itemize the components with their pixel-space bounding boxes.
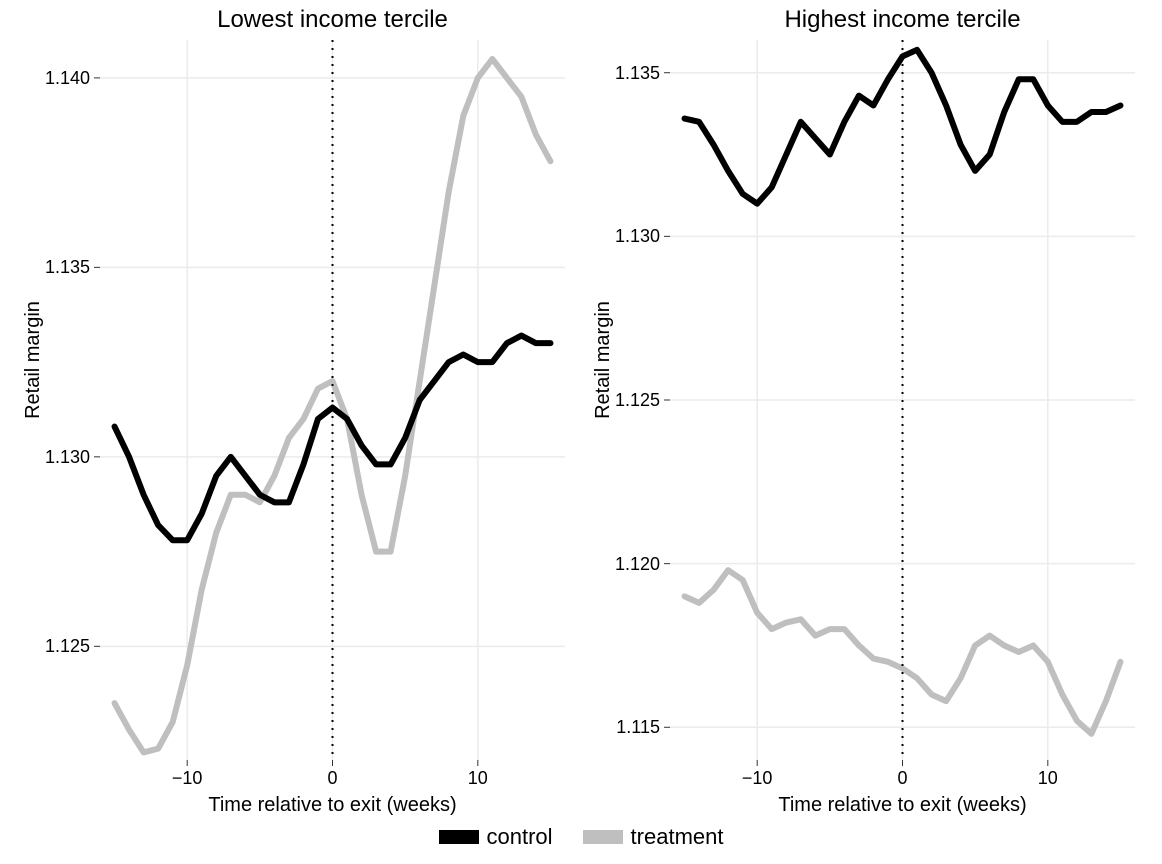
legend-label: treatment xyxy=(631,824,724,850)
x-tick-label: 0 xyxy=(303,768,363,789)
series-line-treatment xyxy=(115,59,551,752)
legend: control treatment xyxy=(0,824,1162,850)
y-tick-label: 1.125 xyxy=(30,636,90,657)
panel-background xyxy=(100,40,565,760)
y-tick-label: 1.135 xyxy=(30,257,90,278)
panel-title: Highest income tercile xyxy=(670,6,1135,34)
y-axis-label: Retail margin xyxy=(22,260,45,460)
x-tick-label: 10 xyxy=(448,768,508,789)
series-line-control xyxy=(685,50,1121,204)
x-axis-label: Time relative to exit (weeks) xyxy=(670,794,1135,817)
panel-svg-1 xyxy=(0,0,1162,864)
y-tick-label: 1.120 xyxy=(600,554,660,575)
x-axis-label: Time relative to exit (weeks) xyxy=(100,794,565,817)
panel-svg-0 xyxy=(0,0,1162,864)
legend-swatch xyxy=(583,830,623,844)
panel-background xyxy=(670,40,1135,760)
y-axis-label: Retail margin xyxy=(592,260,615,460)
x-tick-label: −10 xyxy=(727,768,787,789)
series-line-treatment xyxy=(685,570,1121,734)
series-line-control xyxy=(115,336,551,541)
legend-item: control xyxy=(439,824,553,850)
legend-label: control xyxy=(487,824,553,850)
legend-swatch xyxy=(439,830,479,844)
x-tick-label: 10 xyxy=(1018,768,1078,789)
x-tick-label: −10 xyxy=(157,768,217,789)
y-tick-label: 1.130 xyxy=(30,447,90,468)
y-tick-label: 1.140 xyxy=(30,68,90,89)
legend-item: treatment xyxy=(583,824,724,850)
y-tick-label: 1.135 xyxy=(600,63,660,84)
y-tick-label: 1.115 xyxy=(600,717,660,738)
figure-root: Lowest income tercile Retail margin Time r… xyxy=(0,0,1162,864)
x-tick-label: 0 xyxy=(873,768,933,789)
y-tick-label: 1.130 xyxy=(600,226,660,247)
panel-title: Lowest income tercile xyxy=(100,6,565,34)
y-tick-label: 1.125 xyxy=(600,390,660,411)
